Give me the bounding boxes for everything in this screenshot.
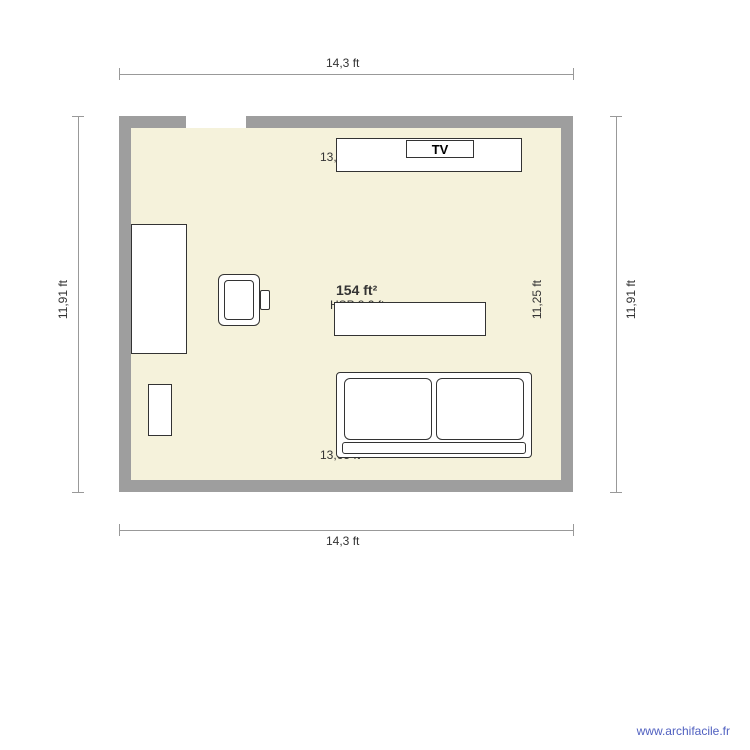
dim-right-line: [616, 116, 617, 492]
dim-right-label: 11,91 ft: [624, 280, 638, 319]
room-area-label: 154 ft²: [336, 282, 377, 298]
dim-top-tick-l: [119, 68, 120, 80]
desk: [131, 224, 187, 354]
dim-left-line: [78, 116, 79, 492]
dim-left-tick-t: [72, 116, 84, 117]
chair-back: [224, 280, 254, 320]
floorplan-canvas: 14,3 ft 14,3 ft 11,91 ft 11,91 ft 13,65 …: [0, 0, 750, 750]
tv-screen: TV: [406, 140, 474, 158]
dim-bottom-line: [119, 530, 573, 531]
sofa-cushion-left: [344, 378, 432, 440]
dim-bottom-tick-l: [119, 524, 120, 536]
coffee-table: [334, 302, 486, 336]
dim-top-label: 14,3 ft: [326, 56, 359, 70]
dim-left-tick-b: [72, 492, 84, 493]
watermark-link[interactable]: www.archifacile.fr: [637, 724, 730, 738]
dim-right-tick-t: [610, 116, 622, 117]
dim-bottom-tick-r: [573, 524, 574, 536]
dim-bottom-label: 14,3 ft: [326, 534, 359, 548]
dim-top-tick-r: [573, 68, 574, 80]
small-rect: [148, 384, 172, 436]
dim-left-label: 11,91 ft: [56, 280, 70, 319]
dim-top-line: [119, 74, 573, 75]
sofa-cushion-right: [436, 378, 524, 440]
dim-inner-right-label: 11,25 ft: [530, 280, 544, 319]
tv-label: TV: [432, 142, 449, 157]
sofa-back: [342, 442, 526, 454]
chair-arm: [260, 290, 270, 310]
dim-right-tick-b: [610, 492, 622, 493]
door-gap: [186, 116, 246, 128]
